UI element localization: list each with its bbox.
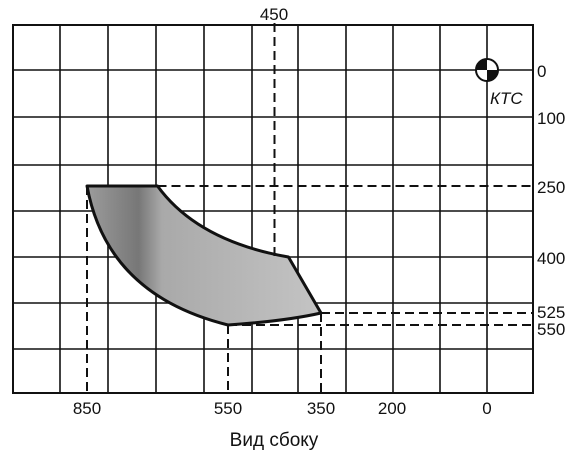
x-tick-label-200: 200	[378, 399, 406, 418]
y-tick-label-525: 525	[537, 303, 565, 322]
x-tick-label-350: 350	[307, 399, 335, 418]
zone-area	[85, 184, 323, 327]
y-tick-label-400: 400	[537, 249, 565, 268]
top-label: 450	[260, 5, 288, 24]
dashed-guides	[86, 23, 533, 393]
x-tick-label-850: 850	[73, 399, 101, 418]
view-caption: Вид сбоку	[230, 430, 319, 451]
reference-point-label: КТС	[490, 89, 523, 108]
y-tick-label-0: 0	[537, 62, 546, 81]
zone-polygon	[85, 184, 323, 327]
reference-point	[475, 58, 499, 82]
x-tick-label-0: 0	[482, 399, 491, 418]
reference-point-quadrant-br	[487, 70, 498, 81]
y-tick-label-100: 100	[537, 109, 565, 128]
y-tick-label-250: 250	[537, 178, 565, 197]
reference-point-quadrant-tl	[476, 59, 487, 70]
y-tick-label-550: 550	[537, 320, 565, 339]
plot-frame	[12, 24, 534, 394]
grid	[13, 25, 533, 393]
x-tick-label-550: 550	[214, 399, 242, 418]
